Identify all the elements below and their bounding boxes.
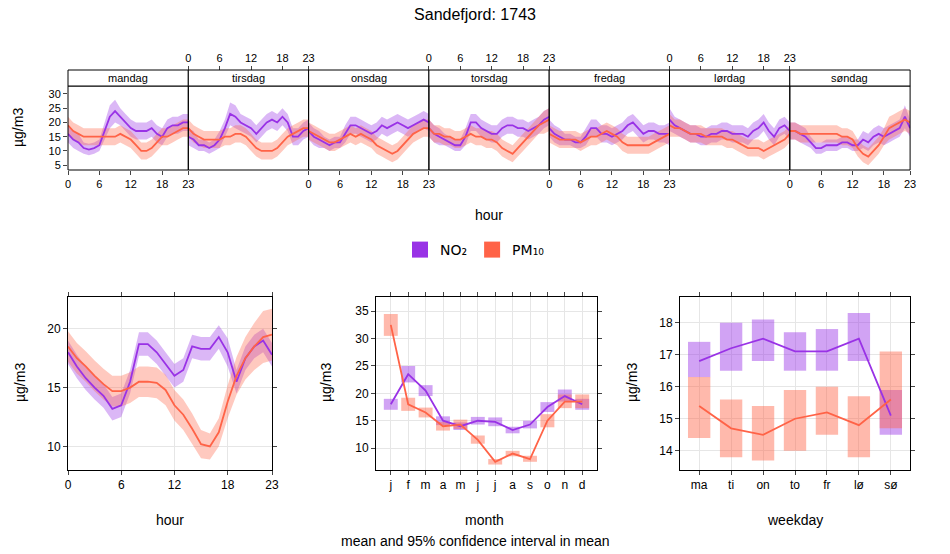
svg-text:6: 6 <box>457 52 463 64</box>
svg-text:ti: ti <box>728 478 734 492</box>
svg-text:23: 23 <box>423 178 435 190</box>
svg-text:14: 14 <box>659 444 673 458</box>
svg-text:søndag: søndag <box>831 72 868 84</box>
svg-text:hour: hour <box>156 512 184 528</box>
svg-text:5: 5 <box>55 159 61 171</box>
svg-text:NO₂: NO₂ <box>440 242 467 258</box>
svg-text:6: 6 <box>337 178 343 190</box>
svg-text:10: 10 <box>47 440 61 454</box>
svg-text:25: 25 <box>49 102 61 114</box>
svg-text:30: 30 <box>49 88 61 100</box>
svg-text:s: s <box>527 478 533 492</box>
svg-text:a: a <box>440 478 447 492</box>
svg-text:20: 20 <box>47 322 61 336</box>
svg-text:23: 23 <box>265 478 279 492</box>
svg-text:weekday: weekday <box>767 512 823 528</box>
svg-text:12: 12 <box>606 178 618 190</box>
svg-text:ma: ma <box>691 478 708 492</box>
svg-text:0: 0 <box>306 178 312 190</box>
svg-text:PM₁₀: PM₁₀ <box>512 242 544 258</box>
svg-text:0: 0 <box>787 178 793 190</box>
svg-text:20: 20 <box>49 116 61 128</box>
svg-text:23: 23 <box>663 178 675 190</box>
svg-text:6: 6 <box>578 178 584 190</box>
svg-text:12: 12 <box>168 478 182 492</box>
svg-text:12: 12 <box>245 52 257 64</box>
svg-text:18: 18 <box>397 178 409 190</box>
svg-text:0: 0 <box>546 178 552 190</box>
svg-text:m: m <box>455 478 465 492</box>
svg-text:30: 30 <box>355 332 369 346</box>
svg-text:fr: fr <box>823 478 830 492</box>
svg-text:o: o <box>544 478 551 492</box>
svg-text:17: 17 <box>659 348 673 362</box>
svg-text:tirsdag: tirsdag <box>232 72 265 84</box>
svg-text:on: on <box>756 478 769 492</box>
svg-text:f: f <box>407 478 411 492</box>
svg-text:23: 23 <box>302 52 314 64</box>
svg-text:12: 12 <box>125 178 137 190</box>
svg-text:j: j <box>493 478 497 492</box>
svg-text:10: 10 <box>49 145 61 157</box>
svg-text:23: 23 <box>784 52 796 64</box>
svg-text:15: 15 <box>659 412 673 426</box>
svg-text:6: 6 <box>96 178 102 190</box>
svg-text:to: to <box>790 478 800 492</box>
svg-text:0: 0 <box>65 178 71 190</box>
svg-text:18: 18 <box>659 316 673 330</box>
svg-text:torsdag: torsdag <box>471 72 508 84</box>
svg-text:0: 0 <box>185 52 191 64</box>
svg-text:35: 35 <box>355 304 369 318</box>
svg-text:25: 25 <box>355 359 369 373</box>
svg-text:fredag: fredag <box>594 72 625 84</box>
svg-text:12: 12 <box>486 52 498 64</box>
svg-text:18: 18 <box>221 478 235 492</box>
svg-text:23: 23 <box>904 178 916 190</box>
svg-text:18: 18 <box>156 178 168 190</box>
svg-text:12: 12 <box>726 52 738 64</box>
svg-text:15: 15 <box>47 381 61 395</box>
svg-text:µg/m3: µg/m3 <box>12 363 28 402</box>
svg-text:23: 23 <box>543 52 555 64</box>
svg-text:6: 6 <box>118 478 125 492</box>
svg-text:0: 0 <box>65 478 72 492</box>
svg-text:mandag: mandag <box>108 72 148 84</box>
svg-text:0: 0 <box>426 52 432 64</box>
svg-text:18: 18 <box>517 52 529 64</box>
svg-text:0: 0 <box>666 52 672 64</box>
svg-text:µg/m3: µg/m3 <box>318 363 334 402</box>
svg-text:15: 15 <box>49 131 61 143</box>
svg-text:12: 12 <box>365 178 377 190</box>
svg-text:16: 16 <box>659 380 673 394</box>
svg-text:n: n <box>561 478 568 492</box>
svg-text:18: 18 <box>637 178 649 190</box>
svg-text:sø: sø <box>884 478 898 492</box>
svg-text:10: 10 <box>355 441 369 455</box>
svg-text:d: d <box>579 478 586 492</box>
svg-text:µg/m3: µg/m3 <box>10 108 26 147</box>
svg-text:month: month <box>465 512 504 528</box>
svg-text:lørdag: lørdag <box>714 72 745 84</box>
svg-text:6: 6 <box>217 52 223 64</box>
svg-text:15: 15 <box>355 414 369 428</box>
svg-text:18: 18 <box>276 52 288 64</box>
svg-text:µg/m3: µg/m3 <box>624 363 640 402</box>
svg-text:18: 18 <box>758 52 770 64</box>
svg-text:onsdag: onsdag <box>351 72 387 84</box>
svg-text:23: 23 <box>182 178 194 190</box>
svg-text:m: m <box>421 478 431 492</box>
svg-text:12: 12 <box>846 178 858 190</box>
svg-text:18: 18 <box>878 178 890 190</box>
svg-text:Sandefjord: 1743: Sandefjord: 1743 <box>414 6 536 23</box>
svg-text:6: 6 <box>698 52 704 64</box>
svg-text:20: 20 <box>355 387 369 401</box>
svg-text:6: 6 <box>818 178 824 190</box>
svg-text:j: j <box>475 478 479 492</box>
svg-text:a: a <box>509 478 516 492</box>
svg-text:j: j <box>388 478 392 492</box>
svg-text:mean and 95% confidence interv: mean and 95% confidence interval in mean <box>341 533 610 549</box>
svg-text:hour: hour <box>475 207 503 223</box>
svg-text:lø: lø <box>854 478 865 492</box>
